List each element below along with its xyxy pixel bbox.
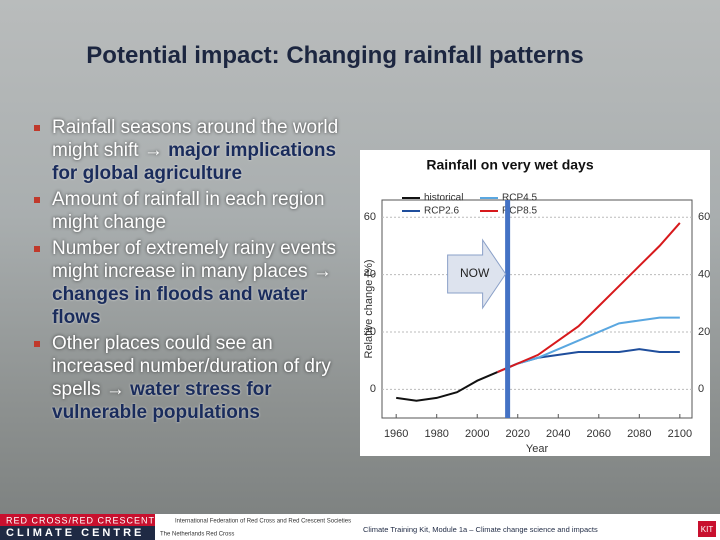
legend-label: RCP4.5 [502,193,537,204]
bullet-text: Number of extremely rainy events might i… [52,238,337,282]
bullet-text: Other places could see an increased numb… [52,333,331,400]
series-line [396,371,498,402]
ifrc-name: International Federation of Red Cross an… [175,519,351,525]
y-tick-label: 0 [370,383,376,395]
kit-label: KIT [701,525,714,534]
x-axis-label: Year [526,443,549,455]
module-name: Climate Training Kit, Module 1a – Climat… [363,525,598,534]
bullet: Other places could see an increased numb… [8,332,353,424]
y-tick-label: 20 [698,326,710,338]
org-name: RED CROSS/RED CRESCENT [6,515,155,525]
chart-title: Rainfall on very wet days [426,157,593,173]
series-line [497,222,681,374]
legend-label: historical [424,193,463,204]
chart-panel [360,150,710,456]
bullet-emphasis: water stress for vulnerable populations [52,379,272,423]
bullet: Number of extremely rainy events might i… [8,237,353,329]
x-tick-label: 2100 [668,428,692,440]
x-tick-label: 2020 [506,428,530,440]
bullet-list: Rainfall seasons around the world might … [8,116,353,427]
series-line [497,316,680,374]
x-tick-label: 2060 [587,428,611,440]
plot-area [381,199,693,419]
now-arrow [447,238,507,310]
kit-badge [698,521,716,537]
logo-band [0,526,155,540]
logo-band [0,514,155,526]
bullet-emphasis: changes in floods and water flows [52,284,308,328]
bullet-text: Amount of rainfall in each region might … [52,189,325,233]
bullet: Rainfall seasons around the world might … [8,116,353,185]
org-name: CLIMATE CENTRE [6,527,144,539]
slide-title: Potential impact: Changing rainfall patt… [86,42,584,69]
x-tick-label: 2040 [546,428,570,440]
y-tick-label: 40 [698,268,710,280]
y-tick-label: 60 [698,211,710,223]
x-tick-label: 1960 [384,428,408,440]
y-tick-label: 0 [698,383,704,395]
x-tick-label: 2000 [465,428,489,440]
legend-label: RCP2.6 [424,206,459,217]
y-tick-label: 40 [364,268,376,280]
legend-label: RCP8.5 [502,206,537,217]
nlrc-name: The Netherlands Red Cross [160,532,234,538]
y-tick-label: 20 [364,326,376,338]
x-tick-label: 2080 [627,428,651,440]
y-tick-label: 60 [364,211,376,223]
bullet: Amount of rainfall in each region might … [8,188,353,234]
bullet-emphasis: major implications for global agricultur… [52,140,337,184]
now-label: NOW [460,266,490,280]
y-axis-label: Relative change (%) [363,259,375,358]
x-tick-label: 1980 [424,428,448,440]
bullet-text: Rainfall seasons around the world might … [52,117,339,161]
